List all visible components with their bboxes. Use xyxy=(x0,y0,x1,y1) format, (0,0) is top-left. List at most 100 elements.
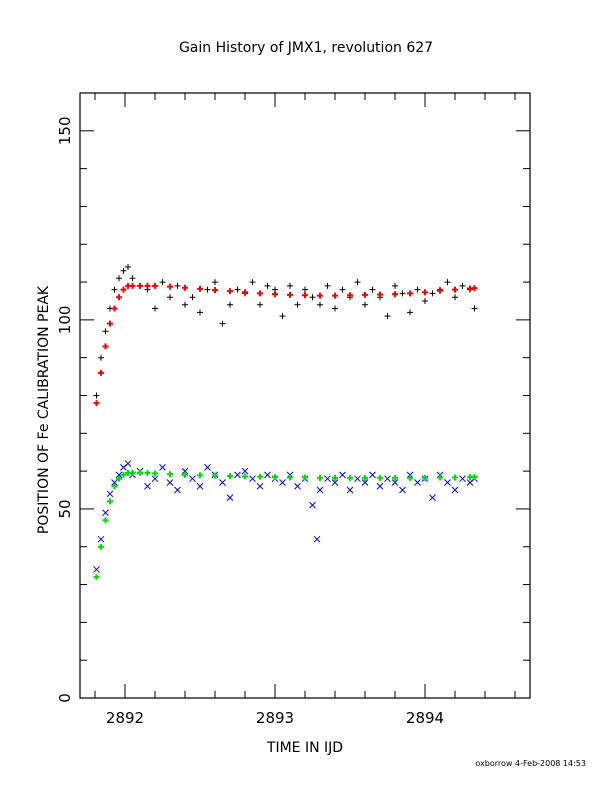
data-point xyxy=(471,305,478,312)
data-point xyxy=(407,474,413,481)
data-point xyxy=(459,475,466,483)
data-point xyxy=(249,475,256,483)
data-point xyxy=(227,288,233,295)
data-point xyxy=(346,486,354,494)
data-point xyxy=(332,305,338,312)
data-point xyxy=(249,279,256,286)
data-point xyxy=(316,486,324,494)
data-point xyxy=(227,301,233,308)
data-point xyxy=(182,471,188,478)
data-point xyxy=(392,474,398,481)
data-point xyxy=(279,313,286,320)
y-tick-label: 50 xyxy=(56,499,74,518)
data-point xyxy=(129,275,136,282)
data-point xyxy=(257,290,263,297)
data-point xyxy=(361,479,369,486)
data-point xyxy=(407,309,413,316)
data-point xyxy=(437,474,443,481)
data-point xyxy=(102,343,109,350)
data-point xyxy=(182,301,188,308)
data-point xyxy=(93,574,100,580)
plot-frame xyxy=(79,92,531,699)
data-point xyxy=(182,284,188,291)
data-point xyxy=(376,482,384,490)
data-point xyxy=(471,474,478,481)
data-point xyxy=(159,463,166,471)
data-point xyxy=(272,291,278,298)
data-point xyxy=(102,328,109,335)
data-point xyxy=(444,279,451,286)
data-point xyxy=(302,474,308,481)
data-point xyxy=(471,285,478,292)
data-point xyxy=(354,475,361,483)
data-point xyxy=(234,471,241,479)
data-point xyxy=(302,292,308,299)
data-point xyxy=(106,490,114,498)
x-tick-label: 2893 xyxy=(256,709,294,727)
data-point xyxy=(384,313,391,320)
data-point xyxy=(257,301,263,308)
data-point xyxy=(257,473,263,480)
data-point xyxy=(152,305,158,312)
data-point xyxy=(144,282,151,289)
data-point xyxy=(167,471,173,478)
data-point xyxy=(324,475,331,483)
data-point xyxy=(422,474,428,481)
data-point xyxy=(107,498,113,505)
data-point xyxy=(227,473,233,480)
data-point xyxy=(362,291,368,298)
data-point xyxy=(116,275,122,282)
data-point xyxy=(129,469,136,476)
data-point xyxy=(174,282,181,289)
data-point xyxy=(167,294,173,301)
data-point xyxy=(272,474,278,481)
x-axis-label: TIME IN IJD xyxy=(266,740,343,756)
data-point xyxy=(120,463,127,471)
y-tick-label: 150 xyxy=(56,116,74,145)
data-point xyxy=(452,294,458,301)
data-point xyxy=(111,305,118,312)
data-point xyxy=(242,289,248,296)
data-point xyxy=(347,292,353,299)
data-point xyxy=(324,282,331,289)
data-point xyxy=(302,286,308,293)
data-point xyxy=(102,509,109,517)
data-point xyxy=(111,286,118,293)
data-point xyxy=(197,285,203,292)
data-point xyxy=(466,479,474,486)
data-point xyxy=(93,400,100,407)
data-point xyxy=(174,486,181,494)
data-point xyxy=(339,286,346,293)
data-point xyxy=(444,479,451,486)
data-point xyxy=(339,471,346,479)
data-point xyxy=(332,292,338,299)
axis-ticks xyxy=(80,92,530,699)
data-point xyxy=(452,474,458,481)
data-point xyxy=(422,289,428,296)
data-point xyxy=(144,482,151,490)
data-point xyxy=(125,263,131,270)
data-point xyxy=(241,467,249,475)
data-point xyxy=(120,286,127,293)
data-point xyxy=(347,474,353,481)
data-point xyxy=(111,483,118,490)
data-point xyxy=(204,463,211,471)
data-point xyxy=(406,471,414,479)
data-point xyxy=(144,470,151,477)
data-point xyxy=(219,320,226,327)
data-point xyxy=(313,535,321,543)
data-point xyxy=(196,482,204,490)
data-point xyxy=(354,279,361,286)
data-point xyxy=(151,475,159,483)
data-point xyxy=(369,286,376,293)
data-point xyxy=(377,474,383,481)
data-point xyxy=(317,292,323,299)
data-point xyxy=(124,460,132,467)
series-0 xyxy=(93,263,478,399)
data-point xyxy=(287,474,293,481)
data-point xyxy=(226,494,234,501)
data-point xyxy=(256,482,264,490)
data-point xyxy=(212,472,218,479)
data-point xyxy=(429,494,436,501)
